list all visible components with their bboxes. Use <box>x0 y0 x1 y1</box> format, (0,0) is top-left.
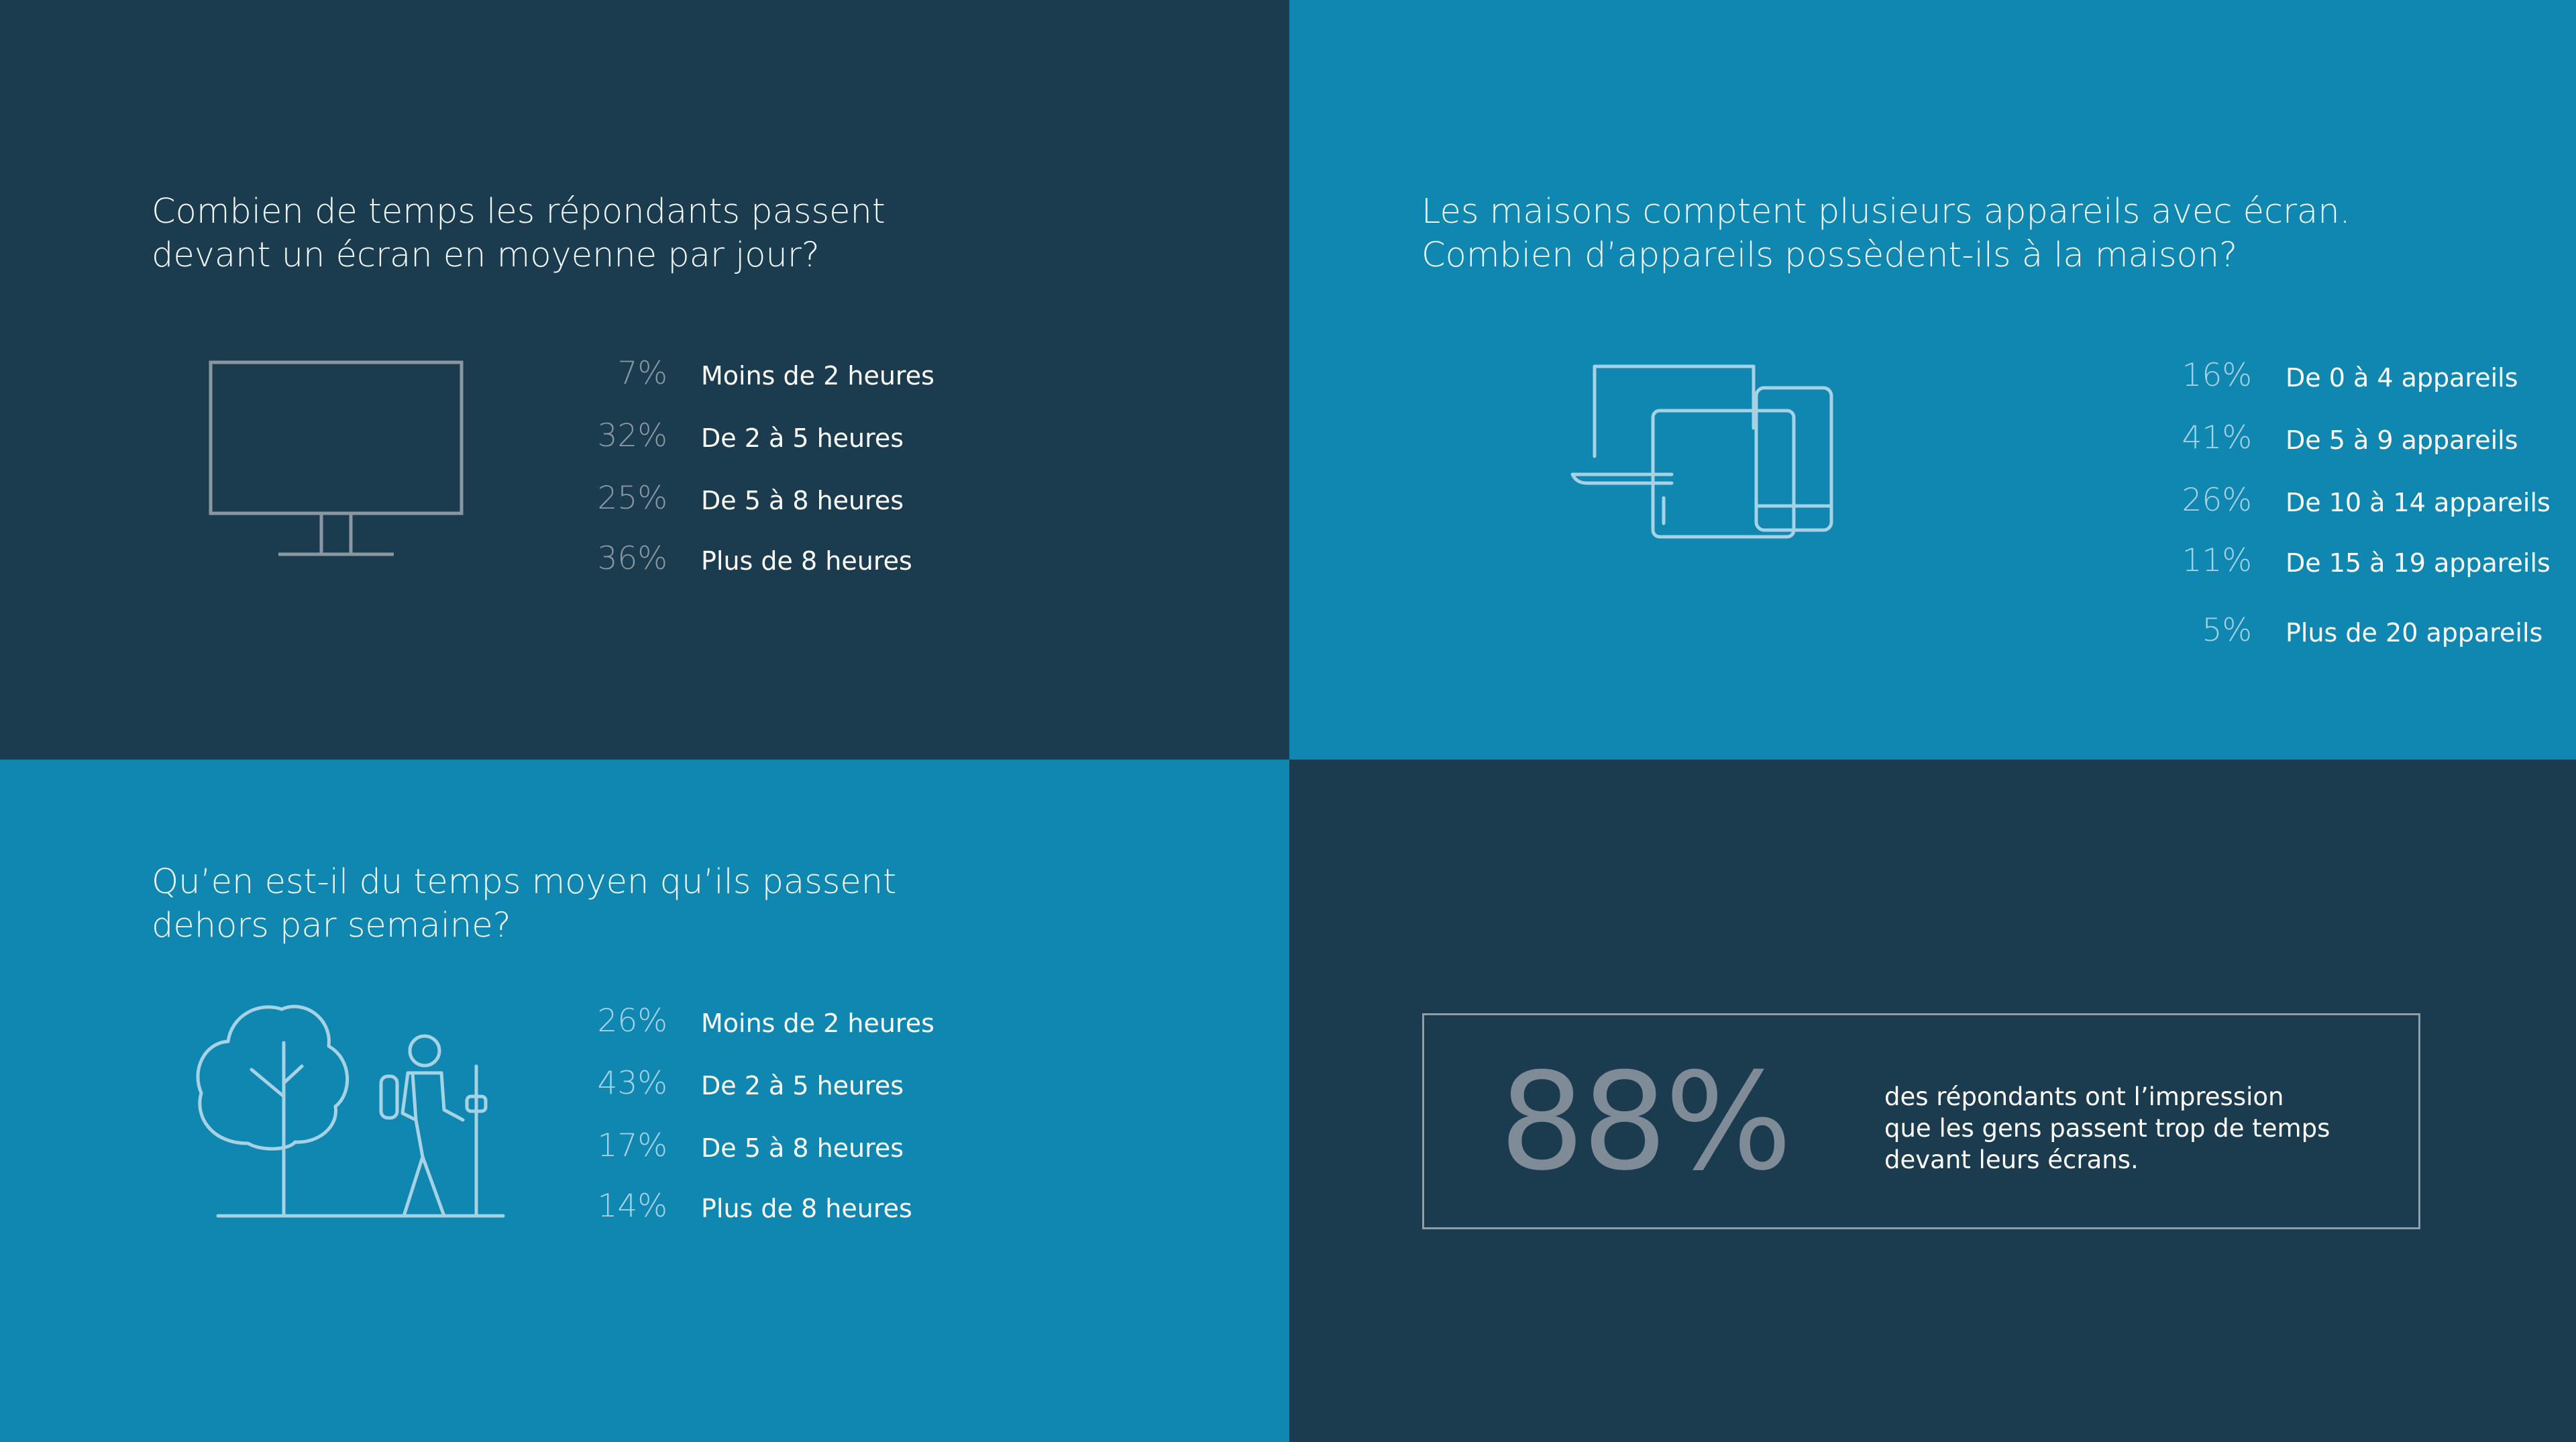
stat-percent: 32% <box>597 417 667 454</box>
stat-percent: 17% <box>597 1127 667 1164</box>
stat-percent: 36% <box>597 540 667 577</box>
stat-row: 36% Plus de 8 heures <box>446 539 956 579</box>
caption-line: des répondants ont l’impression <box>1884 1082 2284 1111</box>
stat-label: De 5 à 9 appareils <box>2286 425 2518 455</box>
highlight-caption: des répondants ont l’impression que les … <box>1884 1081 2394 1176</box>
stat-label: De 15 à 19 appareils <box>2286 548 2551 578</box>
devices-panel: Les maisons comptent plusieurs appareils… <box>1289 0 2576 760</box>
stat-row: 7% Moins de 2 heures <box>446 354 956 394</box>
highlight-value: 88% <box>1499 1044 1792 1200</box>
question-line: Qu’en est-il du temps moyen qu’ils passe… <box>152 862 897 902</box>
stat-label: Plus de 8 heures <box>701 546 912 576</box>
stat-row: 41% De 5 à 9 appareils <box>2031 418 2540 458</box>
stat-percent: 5% <box>2202 612 2252 649</box>
caption-line: que les gens passent trop de temps <box>1884 1114 2330 1143</box>
stat-label: De 10 à 14 appareils <box>2286 488 2551 517</box>
stat-percent: 25% <box>597 480 667 517</box>
stat-percent: 16% <box>2182 357 2252 394</box>
stat-row: 16% De 0 à 4 appareils <box>2031 356 2540 396</box>
question-line: Les maisons comptent plusieurs appareils… <box>1421 192 2351 231</box>
stat-row: 17% De 5 à 8 heures <box>446 1126 956 1166</box>
stat-percent: 14% <box>597 1188 667 1225</box>
devices-icon <box>1570 362 1835 577</box>
stat-label: De 2 à 5 heures <box>701 1071 904 1100</box>
question-line: Combien de temps les répondants passent <box>152 192 885 231</box>
stat-percent: 11% <box>2182 542 2252 579</box>
caption-line: devant leurs écrans. <box>1884 1145 2139 1174</box>
question-line: Combien d’appareils possèdent-ils à la m… <box>1421 236 2238 275</box>
outdoor-time-question: Qu’en est-il du temps moyen qu’ils passe… <box>152 860 896 947</box>
stat-percent: 43% <box>597 1065 667 1102</box>
highlight-box: 88% des répondants ont l’impression que … <box>1422 1013 2420 1229</box>
question-line: devant un écran en moyenne par jour? <box>152 236 820 275</box>
screen-time-question: Combien de temps les répondants passent … <box>152 190 885 277</box>
stat-row: 14% Plus de 8 heures <box>446 1186 956 1227</box>
stat-row: 26% De 10 à 14 appareils <box>2031 480 2551 521</box>
stat-label: De 0 à 4 appareils <box>2286 363 2518 393</box>
monitor-icon <box>209 360 464 557</box>
outdoor-time-panel: Qu’en est-il du temps moyen qu’ils passe… <box>0 760 1289 1442</box>
screen-time-panel: Combien de temps les répondants passent … <box>0 0 1289 760</box>
stat-label: Plus de 8 heures <box>701 1194 912 1223</box>
stat-label: De 5 à 8 heures <box>701 486 904 515</box>
stat-row: 26% Moins de 2 heures <box>446 1001 956 1041</box>
highlight-panel: 88% des répondants ont l’impression que … <box>1289 760 2576 1442</box>
stat-row: 25% De 5 à 8 heures <box>446 478 956 519</box>
stat-row: 43% De 2 à 5 heures <box>446 1064 956 1104</box>
tree-hiker-icon <box>195 1002 505 1218</box>
stat-label: Moins de 2 heures <box>701 361 934 391</box>
stat-percent: 26% <box>2182 482 2252 519</box>
stat-label: De 5 à 8 heures <box>701 1133 904 1163</box>
stat-label: Moins de 2 heures <box>701 1009 934 1038</box>
stat-percent: 26% <box>597 1002 667 1039</box>
devices-question: Les maisons comptent plusieurs appareils… <box>1421 190 2351 277</box>
stat-row: 5% Plus de 20 appareils <box>2031 611 2543 651</box>
question-line: dehors par semaine? <box>152 906 511 945</box>
stat-row: 32% De 2 à 5 heures <box>446 416 956 456</box>
stat-label: De 2 à 5 heures <box>701 423 904 453</box>
stat-label: Plus de 20 appareils <box>2286 618 2543 648</box>
stat-percent: 41% <box>2182 419 2252 456</box>
stat-percent: 7% <box>617 355 667 392</box>
stat-row: 11% De 15 à 19 appareils <box>2031 541 2551 581</box>
